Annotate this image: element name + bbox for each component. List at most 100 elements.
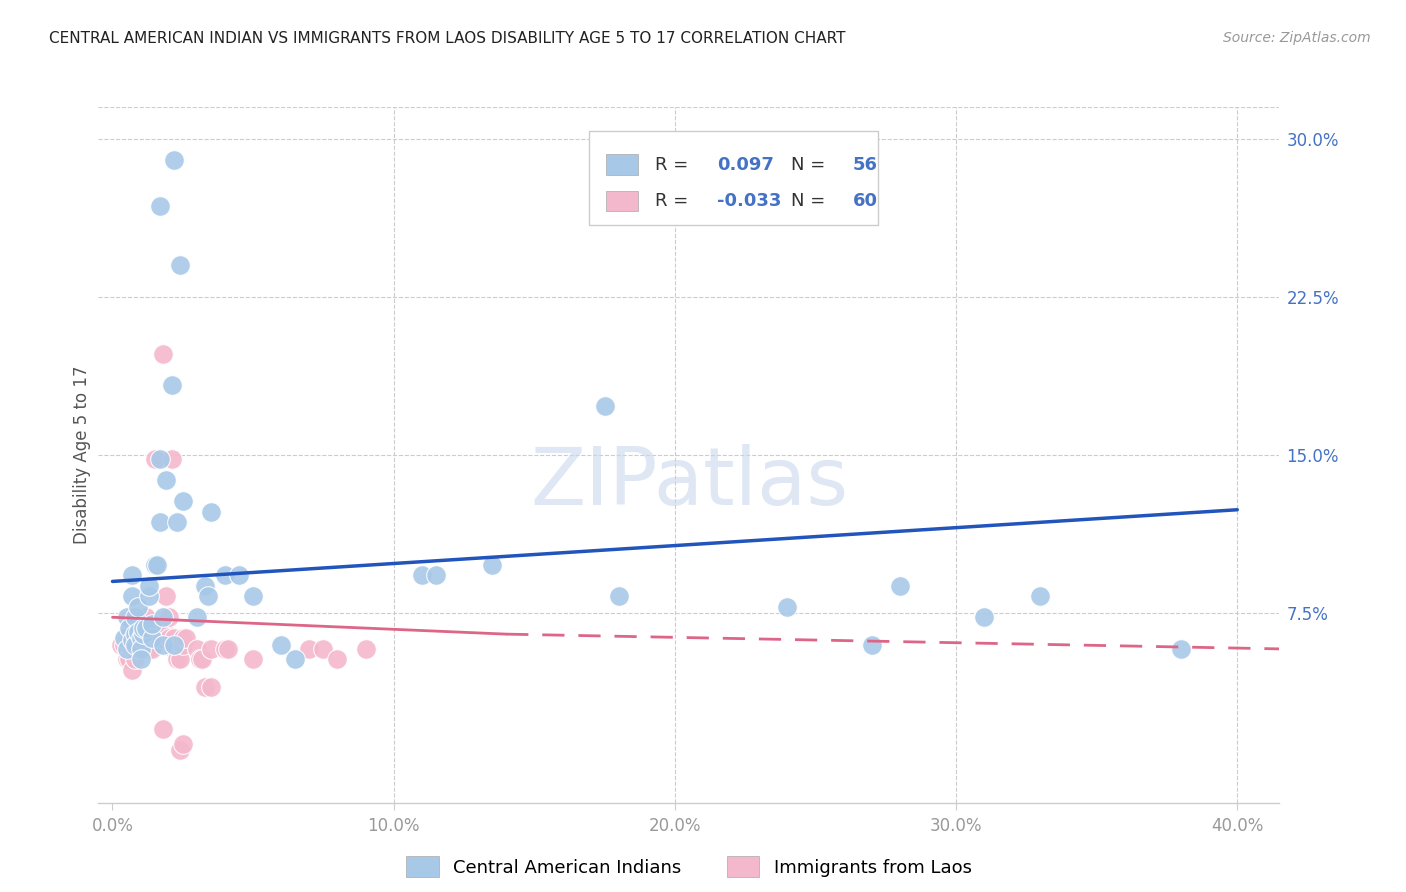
Point — [194, 680, 217, 694]
Point — [188, 652, 211, 666]
Legend: Central American Indians, Immigrants from Laos: Central American Indians, Immigrants fro… — [399, 849, 979, 884]
Point — [141, 632, 163, 646]
Point — [425, 568, 447, 582]
Point — [152, 610, 174, 624]
Point — [124, 641, 146, 656]
Point — [149, 632, 172, 646]
Point — [135, 621, 157, 635]
Point — [149, 199, 172, 213]
Point — [121, 641, 143, 656]
Point — [155, 589, 177, 603]
Point — [127, 632, 149, 646]
Text: Source: ZipAtlas.com: Source: ZipAtlas.com — [1223, 31, 1371, 45]
Point — [172, 494, 194, 508]
Point — [191, 652, 214, 666]
Point — [138, 632, 160, 646]
Point — [270, 638, 292, 652]
Point — [973, 610, 995, 624]
Point — [121, 633, 143, 648]
Point — [160, 378, 183, 392]
Point — [129, 652, 152, 666]
Point — [127, 599, 149, 614]
Point — [411, 568, 433, 582]
Point — [214, 641, 236, 656]
Point — [115, 641, 138, 656]
Point — [152, 638, 174, 652]
Text: 56: 56 — [852, 156, 877, 174]
Point — [172, 638, 194, 652]
Point — [143, 452, 166, 467]
Point — [129, 641, 152, 656]
Point — [186, 610, 208, 624]
Point — [284, 652, 307, 666]
Text: N =: N = — [792, 192, 831, 210]
Point — [607, 589, 630, 603]
Point — [228, 568, 250, 582]
Y-axis label: Disability Age 5 to 17: Disability Age 5 to 17 — [73, 366, 91, 544]
Point — [155, 473, 177, 487]
Point — [776, 599, 799, 614]
Point — [110, 638, 132, 652]
Point — [163, 638, 186, 652]
Point — [149, 452, 172, 467]
Point — [138, 589, 160, 603]
FancyBboxPatch shape — [606, 191, 638, 211]
Point — [129, 632, 152, 646]
Point — [157, 632, 180, 646]
Point — [127, 641, 149, 656]
Point — [163, 153, 186, 167]
Point — [143, 558, 166, 572]
Point — [166, 516, 188, 530]
Point — [124, 652, 146, 666]
Point — [200, 505, 222, 519]
Point — [354, 641, 377, 656]
Point — [200, 680, 222, 694]
Point — [118, 621, 141, 635]
Point — [124, 627, 146, 641]
Point — [132, 632, 155, 646]
Text: N =: N = — [792, 156, 831, 174]
Point — [132, 621, 155, 635]
Point — [169, 652, 191, 666]
Point — [135, 632, 157, 646]
Point — [127, 625, 149, 640]
Text: 0.097: 0.097 — [717, 156, 773, 174]
Point — [200, 641, 222, 656]
Point — [152, 347, 174, 361]
Point — [138, 641, 160, 656]
Point — [298, 641, 321, 656]
Point — [124, 638, 146, 652]
Point — [169, 258, 191, 272]
Point — [214, 568, 236, 582]
Point — [112, 638, 135, 652]
Point — [163, 641, 186, 656]
Text: CENTRAL AMERICAN INDIAN VS IMMIGRANTS FROM LAOS DISABILITY AGE 5 TO 17 CORRELATI: CENTRAL AMERICAN INDIAN VS IMMIGRANTS FR… — [49, 31, 846, 46]
Point — [118, 632, 141, 646]
Point — [143, 621, 166, 635]
Text: R =: R = — [655, 156, 695, 174]
Point — [593, 400, 616, 414]
Text: -0.033: -0.033 — [717, 192, 782, 210]
Point — [860, 638, 883, 652]
Point — [312, 641, 335, 656]
Point — [197, 589, 219, 603]
Point — [157, 610, 180, 624]
Point — [172, 632, 194, 646]
Point — [115, 632, 138, 646]
Point — [166, 641, 188, 656]
Text: 60: 60 — [852, 192, 877, 210]
Point — [152, 722, 174, 736]
Point — [118, 638, 141, 652]
Point — [132, 621, 155, 635]
Point — [217, 641, 239, 656]
Point — [124, 610, 146, 624]
Point — [194, 579, 217, 593]
Point — [1170, 641, 1192, 656]
Point — [118, 652, 141, 666]
Point — [169, 743, 191, 757]
Point — [149, 516, 172, 530]
FancyBboxPatch shape — [589, 131, 877, 226]
Point — [129, 621, 152, 635]
Point — [129, 632, 152, 646]
Text: ZIPatlas: ZIPatlas — [530, 443, 848, 522]
